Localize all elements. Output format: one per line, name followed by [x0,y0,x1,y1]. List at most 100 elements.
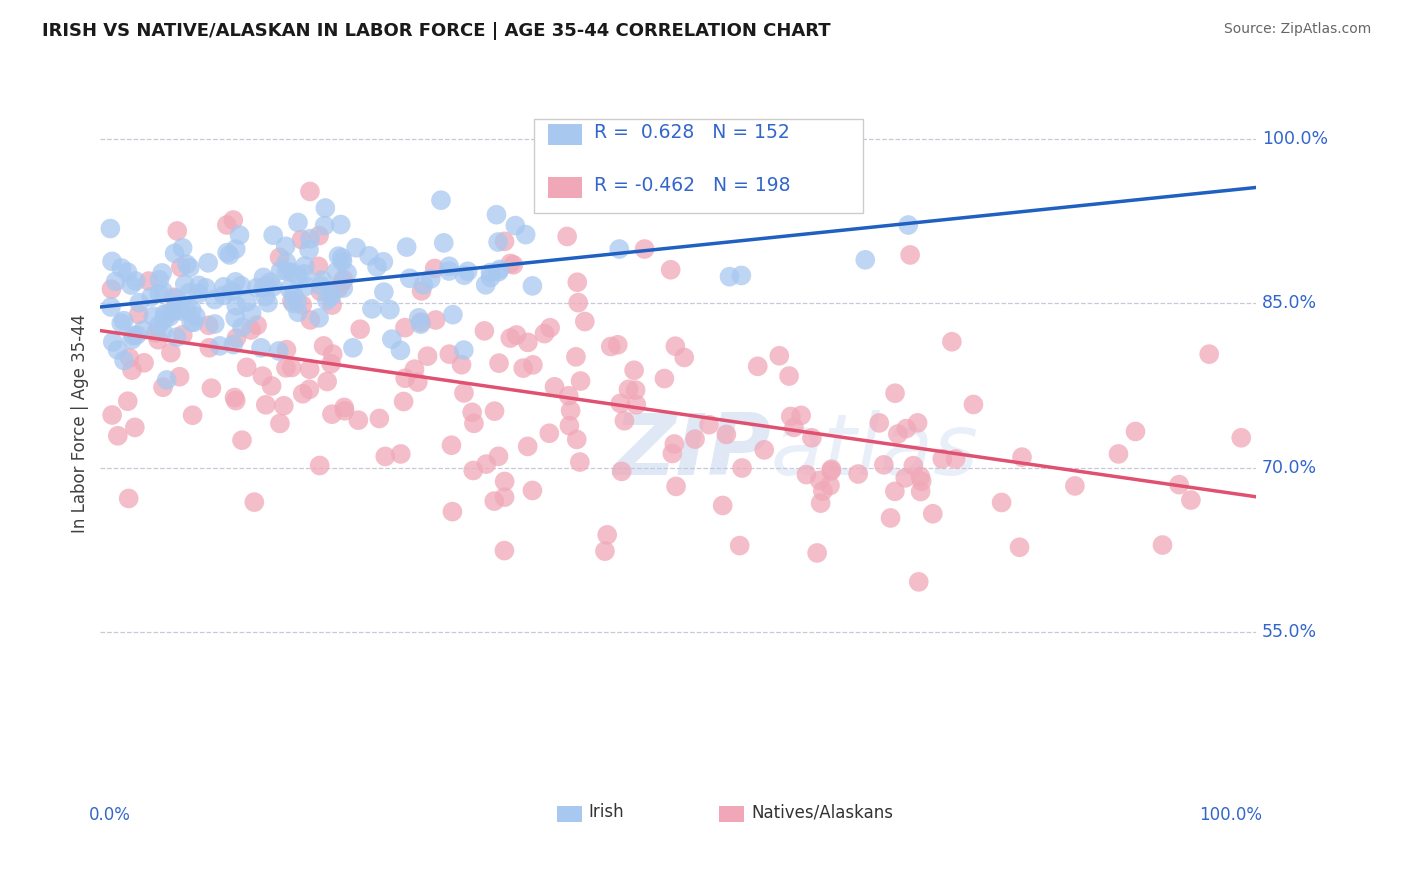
Point [336,266,359,280]
Text: IRISH VS NATIVE/ALASKAN IN LABOR FORCE | AGE 35-44 CORRELATION CHART: IRISH VS NATIVE/ALASKAN IN LABOR FORCE |… [42,22,831,40]
Point [569,374,592,388]
Point [806,546,828,560]
Point [623,363,645,377]
Point [366,260,388,274]
Point [378,302,401,317]
Point [1230,431,1253,445]
FancyBboxPatch shape [548,124,582,145]
Point [1152,538,1174,552]
Point [187,286,209,301]
Point [381,332,404,346]
Point [316,293,339,308]
Point [225,393,247,408]
Point [204,317,226,331]
Text: 0.0%: 0.0% [89,806,131,824]
Point [252,369,274,384]
Point [166,224,188,238]
Point [194,281,217,295]
Point [328,249,350,263]
Point [148,318,170,333]
Point [673,351,696,365]
Point [499,256,522,270]
Point [100,282,122,296]
Point [269,251,291,265]
Point [884,386,907,401]
Point [309,285,332,299]
Point [1011,450,1033,464]
Point [1168,477,1191,491]
Point [596,528,619,542]
Point [768,349,790,363]
Point [228,228,250,243]
Text: atlas: atlas [770,410,979,493]
Point [128,308,150,322]
Point [221,285,243,299]
Text: Source: ZipAtlas.com: Source: ZipAtlas.com [1223,22,1371,37]
Point [283,287,305,301]
Point [281,296,304,310]
Point [664,339,686,353]
Point [439,260,461,274]
Point [243,495,266,509]
Point [394,320,416,334]
Point [437,264,460,278]
Point [270,263,292,277]
Point [333,404,356,418]
Point [183,315,205,329]
Point [173,277,195,292]
Point [389,447,412,461]
Point [117,265,139,279]
Point [505,328,527,343]
Point [409,315,432,329]
Point [212,288,235,302]
Point [176,302,198,317]
Point [254,290,277,304]
Point [280,360,302,375]
Point [1198,347,1220,361]
Point [132,323,155,337]
Point [624,383,647,397]
Point [665,479,688,493]
Point [254,398,277,412]
Point [138,274,160,288]
Point [231,433,253,447]
Point [197,256,219,270]
Point [416,349,439,363]
Point [568,455,591,469]
Point [118,351,141,365]
Point [633,242,655,256]
Point [176,257,198,271]
Point [883,484,905,499]
Point [374,450,396,464]
Point [868,416,890,430]
Point [184,310,207,324]
FancyBboxPatch shape [548,177,582,198]
Point [494,235,516,249]
Point [120,278,142,293]
Point [330,251,353,265]
Point [224,310,246,325]
Point [494,475,516,489]
Point [101,334,124,349]
Point [294,259,316,273]
Point [516,335,538,350]
Point [240,323,263,337]
Point [567,275,589,289]
Point [180,315,202,329]
Point [319,357,342,371]
Point [292,267,315,281]
Point [187,278,209,293]
Point [408,310,430,325]
Point [125,327,148,342]
Point [453,268,475,283]
Point [898,248,921,262]
Point [180,302,202,317]
Point [160,304,183,318]
Point [252,270,274,285]
Point [731,461,754,475]
Point [128,295,150,310]
Point [941,334,963,349]
Point [820,464,842,478]
Point [287,268,309,283]
Point [262,228,284,243]
